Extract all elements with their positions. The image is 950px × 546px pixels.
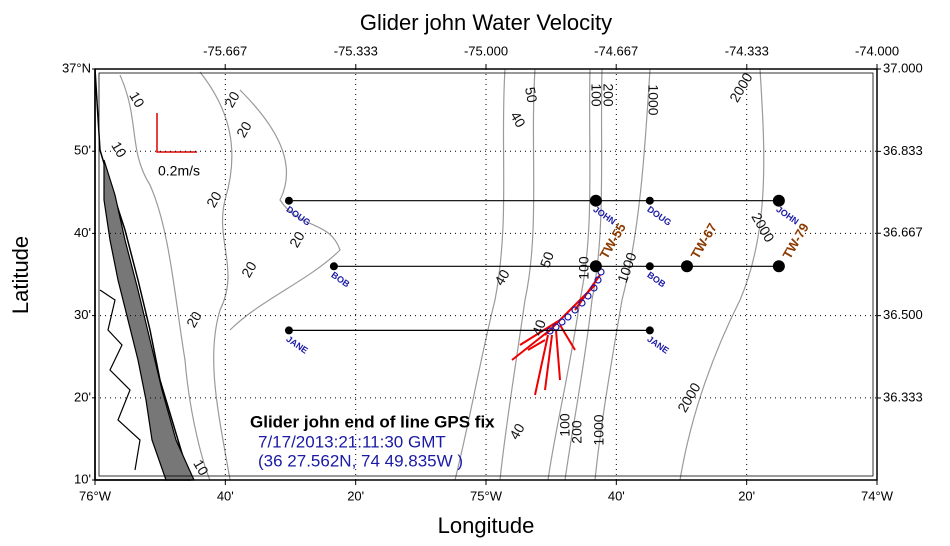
contour-label: 20: [221, 88, 243, 110]
contour-line: [679, 68, 765, 481]
station-label: BOB: [645, 270, 668, 290]
annotation-position: (36 27.562N, 74 49.835W ): [258, 451, 463, 470]
contour-label: 100: [557, 413, 573, 437]
contour-label: 200: [569, 420, 585, 444]
contour-label: 20: [203, 188, 225, 210]
station: [680, 260, 693, 273]
layout: [94, 68, 765, 481]
y2-tick-label: 36.500: [883, 307, 923, 322]
x-tick-label: 40': [217, 488, 234, 503]
station-label: TW-67: [688, 220, 720, 261]
contour-label: 200: [600, 83, 616, 107]
station: [772, 194, 785, 207]
station: [645, 326, 654, 335]
x2-tick-label: -74.000: [855, 43, 899, 58]
contour-label: 10: [190, 457, 212, 479]
contour-line: [199, 71, 233, 481]
contour-label: 20: [286, 228, 308, 250]
glider-track: [546, 268, 605, 335]
contour-label: 1000: [614, 250, 640, 285]
x2-tick-label: -74.667: [594, 43, 638, 58]
y-tick-label: 37°N: [62, 60, 91, 75]
station: [772, 260, 785, 273]
x2-tick-label: -75.333: [334, 43, 378, 58]
scale-label: 0.2m/s: [158, 163, 200, 179]
y2-tick-label: 36.833: [883, 143, 923, 158]
station-label: DOUG: [284, 204, 312, 228]
x-tick-label: 40': [608, 488, 625, 503]
contour-label: 50: [537, 249, 557, 269]
station: [645, 196, 654, 205]
contour-label: 10: [108, 139, 130, 161]
x2-tick-label: -75.000: [464, 43, 508, 58]
contour-label: 40: [507, 109, 529, 131]
annotation-time: 7/17/2013:21:11:30 GMT: [258, 432, 446, 451]
station: [645, 262, 654, 271]
contour-line: [454, 68, 506, 481]
x-tick-label: 20': [347, 488, 364, 503]
station: [284, 326, 293, 335]
y2-tick-label: 36.333: [883, 389, 923, 404]
y-tick-label: 20': [74, 389, 91, 404]
contour-label: 40: [529, 317, 549, 337]
station: [589, 194, 602, 207]
station: [329, 262, 338, 271]
station-label: TW-79: [779, 220, 811, 261]
station-label: JANE: [284, 334, 309, 356]
annotation-title: Glider john end of line GPS fix: [250, 412, 495, 431]
station-label: DOUG: [645, 204, 673, 228]
y2-tick-label: 37.000: [883, 60, 923, 75]
contour-label: 100: [588, 83, 604, 107]
station: [284, 196, 293, 205]
x-axis-label: Longitude: [438, 513, 535, 538]
chart-title: Glider john Water Velocity: [360, 10, 612, 35]
x-tick-label: 74°W: [861, 488, 894, 503]
y-axis-label: Latitude: [8, 236, 33, 314]
contour-label: 2000: [674, 380, 704, 415]
contour-label: 20: [183, 308, 205, 330]
contour-label: 20: [238, 258, 260, 280]
contour-label: 10: [126, 89, 148, 111]
contour-label: 40: [506, 420, 528, 442]
x-tick-label: 75°W: [470, 488, 503, 503]
contour-label: 50: [522, 86, 540, 104]
contour-label: 2000: [748, 210, 778, 245]
station-label: BOB: [329, 270, 352, 290]
y-tick-label: 40': [74, 225, 91, 240]
y2-tick-label: 36.667: [883, 225, 923, 240]
plot-frame-inner: [98, 72, 874, 477]
scale-bar: [156, 113, 197, 153]
contour-label: 2000: [726, 70, 756, 105]
station-label: JANE: [645, 334, 670, 356]
contour-line: [499, 68, 536, 481]
station: [589, 260, 602, 273]
contour-line: [594, 68, 651, 481]
contour-label: 1000: [645, 84, 661, 115]
y-tick-label: 10': [74, 471, 91, 486]
x2-tick-label: -75.667: [203, 43, 247, 58]
land: [94, 68, 192, 481]
y-tick-label: 50': [74, 143, 91, 158]
x-tick-label: 76°W: [79, 488, 112, 503]
contour-line: [119, 74, 211, 481]
y-tick-label: 30': [74, 307, 91, 322]
contour-label: 40: [491, 266, 513, 288]
contour-line: [564, 68, 603, 481]
x2-tick-label: -74.333: [725, 43, 769, 58]
contour-line: [229, 89, 341, 331]
contour-label: 1000: [591, 414, 607, 445]
contour-label: 100: [576, 256, 592, 280]
x-tick-label: 20': [738, 488, 755, 503]
contour-label: 20: [233, 118, 255, 140]
inlet-shore: [99, 289, 141, 471]
